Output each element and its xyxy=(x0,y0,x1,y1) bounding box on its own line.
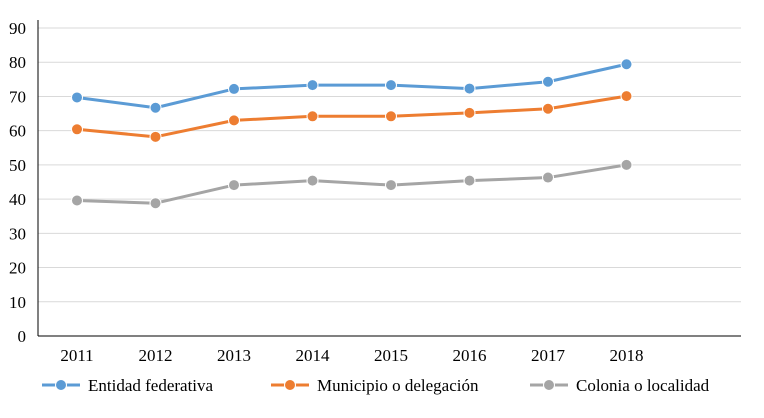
data-point xyxy=(149,130,162,143)
series-line xyxy=(76,94,627,139)
data-point xyxy=(385,110,397,123)
data-point xyxy=(306,79,319,92)
y-tick-label: 40 xyxy=(9,190,26,209)
data-point xyxy=(463,106,476,119)
data-point xyxy=(306,110,319,123)
data-point xyxy=(228,179,240,192)
data-point xyxy=(542,171,554,184)
x-tick-labels: 2011 2012 2013 2014 2015 2016 2017 2018 xyxy=(60,346,643,365)
legend-marker xyxy=(543,379,555,391)
data-point xyxy=(385,179,397,192)
legend-item: Municipio o delegación xyxy=(271,376,479,395)
legend-item: Entidad federativa xyxy=(42,376,214,395)
y-tick-label: 20 xyxy=(9,259,26,278)
y-tick-labels: 0 10 20 30 40 50 60 70 80 90 xyxy=(9,19,26,346)
legend-label: Municipio o delegación xyxy=(317,376,479,395)
series-1 xyxy=(71,58,633,114)
series-line xyxy=(76,62,627,110)
data-point xyxy=(149,101,162,114)
series-2 xyxy=(71,90,633,143)
gridlines xyxy=(38,27,741,303)
series-line xyxy=(76,163,627,205)
legend-marker xyxy=(55,379,67,391)
data-point xyxy=(71,91,83,104)
data-point xyxy=(620,90,633,103)
x-tick-label: 2012 xyxy=(139,346,173,365)
x-tick-label: 2016 xyxy=(453,346,487,365)
y-tick-label: 0 xyxy=(18,327,27,346)
x-tick-label: 2011 xyxy=(60,346,93,365)
data-point xyxy=(463,174,476,187)
data-point xyxy=(306,174,319,187)
data-point xyxy=(463,82,476,95)
data-point xyxy=(542,102,554,115)
data-point xyxy=(385,79,397,92)
y-tick-label: 30 xyxy=(9,224,26,243)
y-tick-label: 70 xyxy=(9,87,26,106)
x-tick-label: 2014 xyxy=(296,346,331,365)
y-tick-label: 60 xyxy=(9,122,26,141)
data-point xyxy=(542,75,554,88)
legend: Entidad federativa Municipio o delegación… xyxy=(42,376,710,395)
y-tick-label: 10 xyxy=(9,293,26,312)
x-tick-label: 2013 xyxy=(217,346,251,365)
data-point xyxy=(71,123,83,136)
data-point xyxy=(228,82,240,95)
data-point xyxy=(149,197,162,210)
legend-item: Colonia o localidad xyxy=(530,376,710,395)
x-tick-label: 2015 xyxy=(374,346,408,365)
legend-marker xyxy=(284,379,296,391)
data-point xyxy=(71,194,83,207)
y-tick-label: 50 xyxy=(9,156,26,175)
data-point xyxy=(620,158,633,171)
series-3 xyxy=(71,158,633,210)
legend-label: Colonia o localidad xyxy=(576,376,710,395)
axes xyxy=(37,20,741,337)
data-point xyxy=(228,114,240,127)
y-tick-label: 90 xyxy=(9,19,26,38)
data-point xyxy=(620,58,633,71)
series-lines xyxy=(71,58,633,210)
legend-label: Entidad federativa xyxy=(88,376,214,395)
x-tick-label: 2018 xyxy=(610,346,644,365)
y-tick-label: 80 xyxy=(9,53,26,72)
x-tick-label: 2017 xyxy=(531,346,566,365)
